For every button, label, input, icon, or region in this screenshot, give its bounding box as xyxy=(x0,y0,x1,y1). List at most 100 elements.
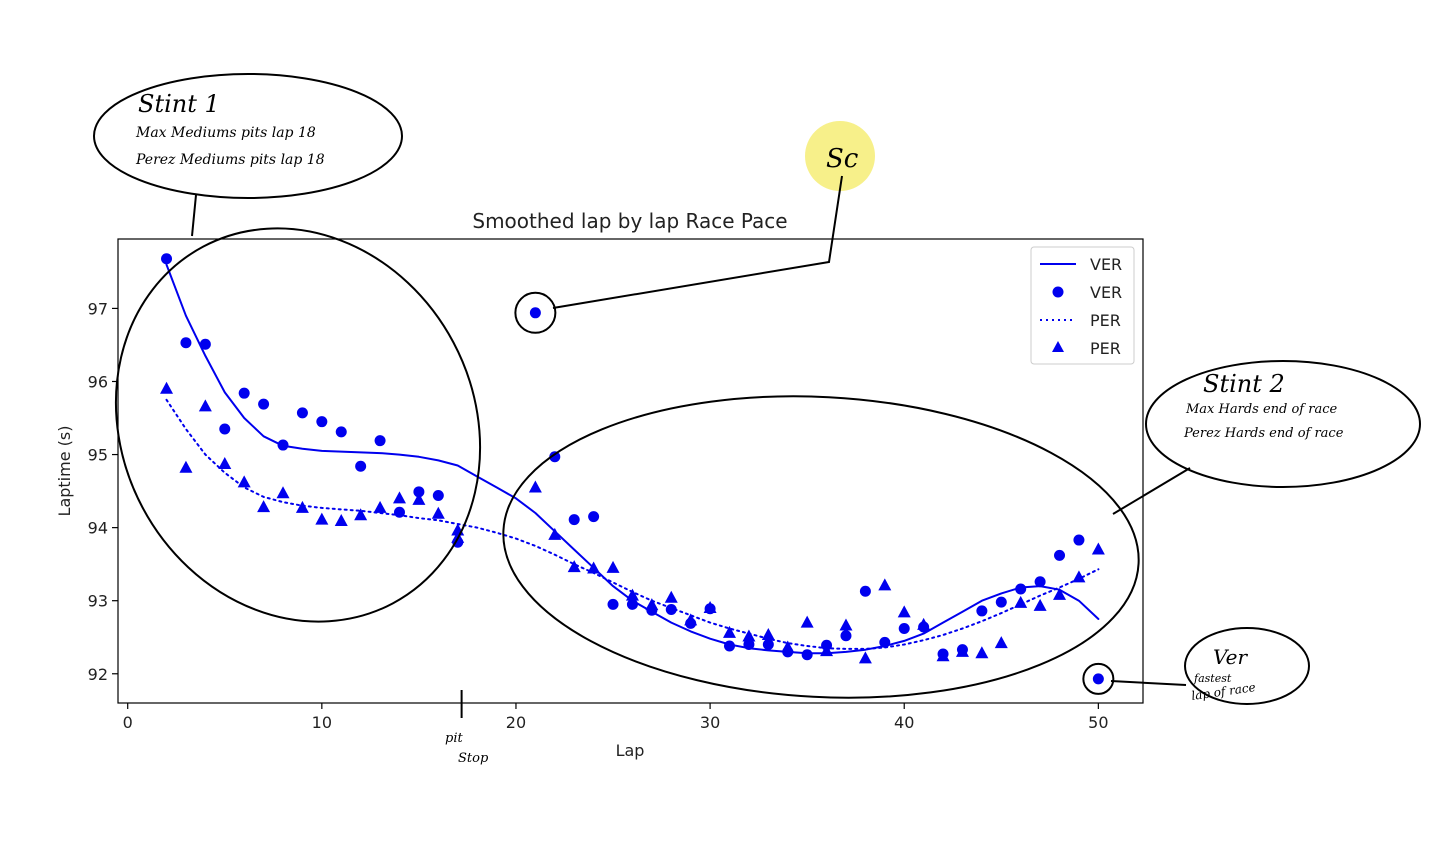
per-lap-point xyxy=(334,514,348,527)
stint-2-line-1: Max Hards end of race xyxy=(1185,402,1337,417)
y-tick-label: 95 xyxy=(88,446,108,465)
stint-2-title: Stint 2 xyxy=(1203,370,1285,398)
stint-2-callout-ellipse xyxy=(1145,360,1421,488)
safety-car-pointer-line xyxy=(552,175,843,309)
ver-lap-point xyxy=(549,451,561,463)
ver-lap-point xyxy=(529,307,541,319)
stint-2-annotation: Stint 2 Max Hards end of race Perez Hard… xyxy=(502,360,1421,699)
per-lap-point xyxy=(567,560,581,573)
stint-2-line-2: Perez Hards end of race xyxy=(1183,426,1344,441)
per-lap-point xyxy=(373,500,387,513)
legend-label-per-points: PER xyxy=(1090,339,1121,358)
per-lap-point xyxy=(936,649,950,662)
per-lap-point xyxy=(723,625,737,638)
ver-lap-point xyxy=(840,630,852,642)
ver-lap-point xyxy=(626,598,638,610)
per-lap-point xyxy=(315,512,329,525)
ver-lap-point xyxy=(1034,576,1046,588)
per-lap-point xyxy=(198,399,212,412)
ver-lap-point xyxy=(976,605,988,617)
legend-label-ver-line: VER xyxy=(1090,255,1122,274)
per-lap-point xyxy=(548,527,562,540)
stint-1-data-ellipse xyxy=(114,227,482,623)
stint-2-pointer-line xyxy=(1112,467,1191,515)
ver-lap-point xyxy=(743,639,755,651)
safety-car-highlight xyxy=(805,121,875,191)
per-lap-point xyxy=(917,617,931,630)
stint-1-title: Stint 1 xyxy=(138,90,220,118)
ver-lap-point xyxy=(1092,673,1104,685)
pit-stop-annotation: pit Stop xyxy=(445,690,489,766)
per-lap-point xyxy=(412,492,426,505)
ver-lap-point xyxy=(413,486,425,498)
ver-lap-point xyxy=(1015,583,1027,595)
ver-lap-point xyxy=(724,640,736,652)
per-lap-point xyxy=(645,598,659,611)
ver-lap-point xyxy=(995,596,1007,608)
y-tick-label: 97 xyxy=(88,299,108,318)
ver-lap-point xyxy=(588,511,600,523)
per-lap-point xyxy=(295,500,309,513)
legend: VER VER PER PER xyxy=(1030,246,1135,365)
x-tick-label: 0 xyxy=(123,713,133,732)
per-lap-point xyxy=(703,601,717,614)
stint-1-pointer-line xyxy=(191,194,197,237)
per-lap-point xyxy=(587,561,601,574)
stint-1-annotation: Stint 1 Max Mediums pits lap 18 Perez Me… xyxy=(93,73,482,623)
ver-lap-point xyxy=(219,423,231,435)
per-lap-point xyxy=(975,646,989,659)
per-lap-point xyxy=(606,560,620,573)
per-lap-point xyxy=(1033,598,1047,611)
y-tick-label: 96 xyxy=(88,372,108,391)
per-lap-point xyxy=(839,618,853,631)
per-lap-point xyxy=(625,588,639,601)
per-lap-point xyxy=(800,615,814,628)
per-lap-point xyxy=(276,486,290,499)
fastest-lap-line-2: fastest xyxy=(1193,672,1232,685)
ver-lap-point xyxy=(277,439,289,451)
stint-1-line-1: Max Mediums pits lap 18 xyxy=(135,125,316,141)
per-lap-point xyxy=(858,651,872,664)
legend-box xyxy=(1030,246,1135,365)
per-lap-point xyxy=(528,480,542,493)
ver-lap-point xyxy=(258,398,270,410)
stint-1-callout-ellipse xyxy=(93,73,403,199)
axis-ticks: 0 10 20 30 40 50 92 93 94 95 96 97 xyxy=(88,299,1109,732)
ver-lap-point xyxy=(607,598,619,610)
ver-lap-point xyxy=(355,460,367,472)
ver-lap-point xyxy=(879,636,891,648)
fastest-lap-callout-ellipse xyxy=(1184,627,1310,705)
per-lap-point xyxy=(431,506,445,519)
ver-lap-point xyxy=(801,649,813,661)
per-lap-point xyxy=(684,613,698,626)
per-lap-point xyxy=(160,381,174,394)
ver-lap-point xyxy=(161,253,173,265)
per-lap-point xyxy=(820,644,834,657)
per-smoothed-line xyxy=(165,398,1100,650)
per-lap-point xyxy=(1014,595,1028,608)
fastest-lap-line-1: Ver xyxy=(1213,645,1248,669)
per-lap-point xyxy=(781,640,795,653)
ver-lap-point xyxy=(316,416,328,428)
legend-swatch-ver-points xyxy=(1052,286,1064,298)
x-axis-label: Lap xyxy=(616,741,645,760)
x-tick-label: 10 xyxy=(312,713,332,732)
ver-lap-point xyxy=(762,639,774,651)
per-lap-point xyxy=(897,605,911,618)
ver-lap-point xyxy=(432,489,444,501)
x-tick-label: 40 xyxy=(894,713,914,732)
fastest-lap-point-ring xyxy=(1082,662,1115,695)
x-tick-label: 50 xyxy=(1088,713,1108,732)
chart-title: Smoothed lap by lap Race Pace xyxy=(472,209,787,233)
ver-lap-point xyxy=(238,387,250,399)
y-tick-label: 93 xyxy=(88,592,108,611)
safety-car-label: Sc xyxy=(826,144,859,174)
per-lap-point xyxy=(664,590,678,603)
ver-lap-point xyxy=(1073,534,1085,546)
per-lap-point xyxy=(955,644,969,657)
pit-stop-label-line-1: pit xyxy=(445,731,463,746)
safety-car-annotation: Sc xyxy=(514,121,875,334)
y-tick-label: 92 xyxy=(88,665,108,684)
fastest-lap-pointer-line xyxy=(1110,680,1187,686)
